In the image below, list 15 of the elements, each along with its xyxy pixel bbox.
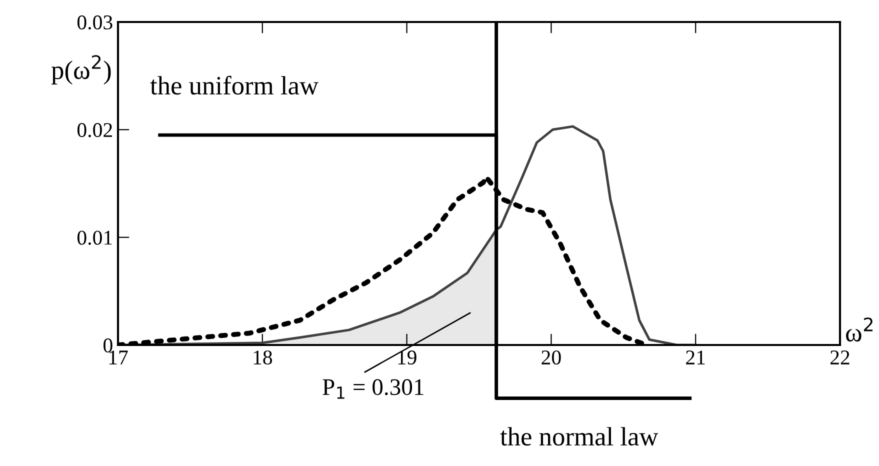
y-tick-label: 0.02 bbox=[77, 123, 112, 138]
text: P$_{1}$ = 0.301 bbox=[322, 379, 424, 399]
x-tick-label: 19 bbox=[398, 350, 416, 365]
x-tick-label: 17 bbox=[109, 350, 128, 364]
y-tick-label: 0.01 bbox=[77, 230, 112, 245]
x-tick-label: 18 bbox=[254, 350, 272, 365]
annotation: the uniform law bbox=[150, 76, 318, 95]
x-tick-label: 20 bbox=[542, 350, 561, 365]
y-axis-title: p(ω$^{2}$) bbox=[51, 55, 111, 85]
y-tick-label: 0 bbox=[104, 338, 112, 352]
x-axis-title: ω$^{2}$ bbox=[846, 318, 873, 342]
text: the normal law bbox=[500, 427, 658, 446]
x-tick-label: 22 bbox=[830, 350, 850, 364]
y-tick-label: 0.03 bbox=[77, 15, 112, 30]
x-tick-label: 21 bbox=[686, 350, 705, 364]
